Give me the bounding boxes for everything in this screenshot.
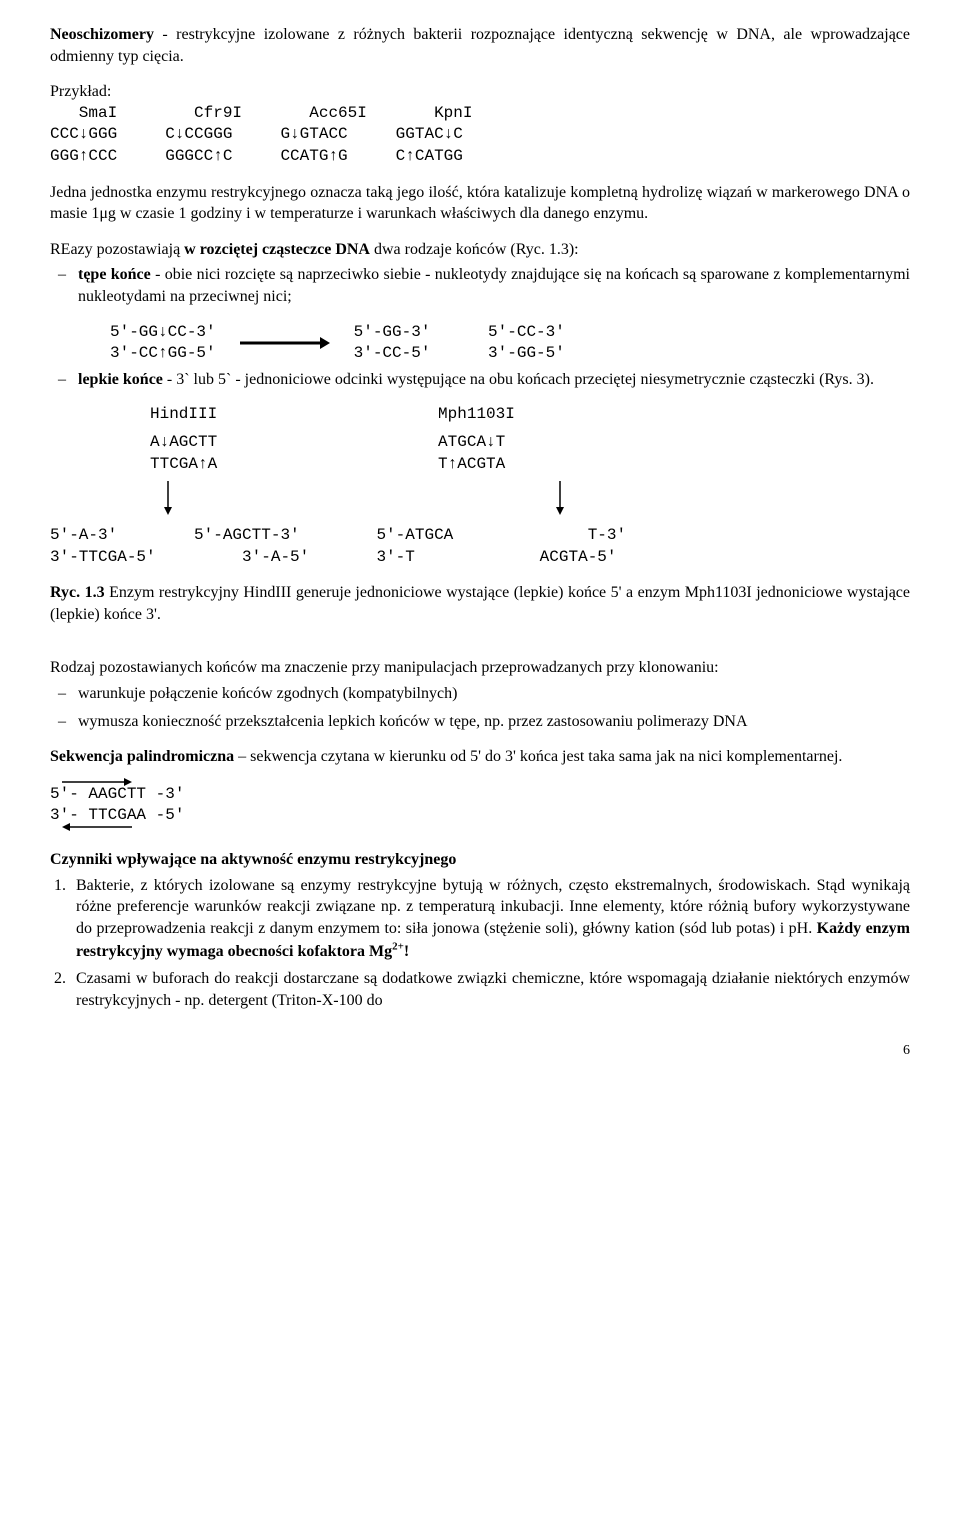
example-label: Przykład: — [50, 81, 910, 103]
ends-list-2: lepkie końce - 3` lub 5` - jednoniciowe … — [50, 369, 910, 391]
seq-line: 5'-GG-3' 5'-CC-3' — [354, 322, 565, 344]
para-cloning: Rodzaj pozostawianych końców ma znaczeni… — [50, 657, 910, 679]
para-text: - restrykcyjne izolowane z różnych bakte… — [50, 26, 910, 65]
arrow-right-icon — [240, 335, 330, 351]
result-seq-1: 5'-A-3' 5'-AGCTT-3' 5'-ATGCA T-3' — [50, 525, 910, 547]
arrow-left-icon — [62, 817, 132, 839]
list-item-sticky: lepkie końce - 3` lub 5` - jednoniciowe … — [78, 369, 910, 391]
bold-term: lepkie końce — [78, 371, 163, 388]
result-seq-2: 3'-TTCGA-5' 3'-A-5' 3'-T ACGTA-5' — [50, 547, 910, 569]
para-unit-definition: Jedna jednostka enzymu restrykcyjnego oz… — [50, 182, 910, 225]
list-item: Bakterie, z których izolowane są enzymy … — [70, 875, 910, 963]
para-reazy: REazy pozostawiają w rozciętej cząsteczc… — [50, 239, 910, 261]
text: - obie nici rozcięte są naprzeciwko sieb… — [78, 266, 910, 305]
factors-list: Bakterie, z których izolowane są enzymy … — [50, 875, 910, 1012]
text: Bakterie, z których izolowane są enzymy … — [76, 877, 910, 937]
para-neoschizomers: Neoschizomery - restrykcyjne izolowane z… — [50, 24, 910, 67]
bold-phrase: w rozciętej cząsteczce DNA — [184, 241, 370, 258]
blunt-right-block: 5'-GG-3' 5'-CC-3' 3'-CC-5' 3'-GG-5' — [354, 322, 565, 365]
sticky-seq-2: TTCGA↑A T↑ACGTA — [50, 454, 910, 476]
enzyme-seq-row-2: GGG↑CCC GGGCC↑C CCATG↑G C↑CATGG — [50, 146, 910, 168]
factors-heading: Czynniki wpływające na aktywność enzymu … — [50, 849, 910, 871]
list-item-blunt: tępe końce - obie nici rozcięte są naprz… — [78, 264, 910, 307]
cloning-list: warunkuje połączenie końców zgodnych (ko… — [50, 683, 910, 732]
superscript: 2+ — [392, 940, 404, 952]
sticky-seq-1: A↓AGCTT ATGCA↓T — [50, 432, 910, 454]
seq-line: 5'-GG↓CC-3' — [110, 322, 216, 344]
palindrome-diagram: 5'- AAGCTT -3' 3'- TTCGAA -5' — [50, 776, 184, 835]
list-item: Czasami w buforach do reakcji dostarczan… — [70, 968, 910, 1011]
para-palindrome: Sekwencja palindromiczna – sekwencja czy… — [50, 746, 910, 768]
bold-term: Neoschizomery — [50, 26, 154, 43]
blunt-diagram: 5'-GG↓CC-3' 3'-CC↑GG-5' 5'-GG-3' 5'-CC-3… — [50, 322, 910, 365]
list-item: warunkuje połączenie końców zgodnych (ko… — [78, 683, 910, 705]
figure-caption: Ryc. 1.3 Enzym restrykcyjny HindIII gene… — [50, 582, 910, 625]
blunt-left-block: 5'-GG↓CC-3' 3'-CC↑GG-5' — [110, 322, 216, 365]
page-number: 6 — [50, 1042, 910, 1061]
text: REazy pozostawiają — [50, 241, 184, 258]
text: – sekwencja czytana w kierunku od 5' do … — [234, 748, 842, 765]
seq-line: 3'-CC↑GG-5' — [110, 343, 216, 365]
arrow-down-icon — [554, 481, 566, 515]
fig-text: Enzym restrykcyjny HindIII generuje jedn… — [50, 584, 910, 623]
arrow-right-icon — [62, 772, 132, 794]
down-arrows-row — [50, 481, 910, 515]
sticky-enzyme-names: HindIII Mph1103I — [50, 404, 910, 426]
text: - 3` lub 5` - jednoniciowe odcinki wystę… — [163, 371, 874, 388]
arrow-down-icon — [162, 481, 174, 515]
fig-label: Ryc. 1.3 — [50, 584, 105, 601]
ends-list: tępe końce - obie nici rozcięte są naprz… — [50, 264, 910, 307]
enzyme-names-row: SmaI Cfr9I Acc65I KpnI — [50, 103, 910, 125]
list-item: wymusza konieczność przekształcenia lepk… — [78, 711, 910, 733]
seq-line: 3'-CC-5' 3'-GG-5' — [354, 343, 565, 365]
bold-term: tępe końce — [78, 266, 151, 283]
text: dwa rodzaje końców (Ryc. 1.3): — [370, 241, 579, 258]
enzyme-seq-row-1: CCC↓GGG C↓CCGGG G↓GTACC GGTAC↓C — [50, 124, 910, 146]
bold-term: Sekwencja palindromiczna — [50, 748, 234, 765]
